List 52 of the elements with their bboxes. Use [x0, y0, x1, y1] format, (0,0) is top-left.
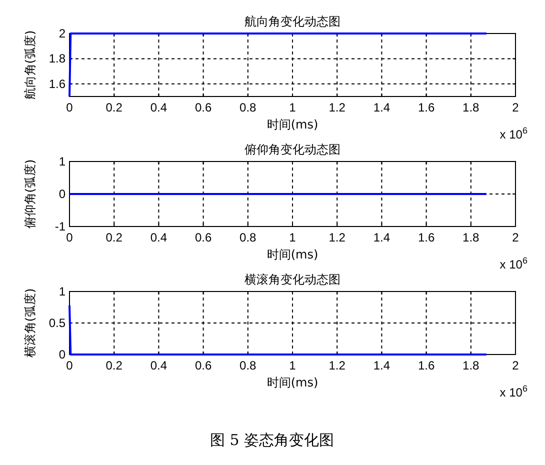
y-tick-label: 1 — [58, 284, 66, 298]
x-tick-label: 1.2 — [328, 230, 346, 244]
x-tick-label: 1.8 — [462, 100, 480, 114]
x-tick-label: 0.8 — [240, 358, 257, 372]
x-tick-label: 0.2 — [106, 230, 123, 244]
x-tick-label: 1.8 — [462, 230, 480, 244]
x-tick-label: 0.4 — [150, 358, 168, 372]
x-tick-label: 0.2 — [106, 100, 123, 114]
y-tick-label: 1 — [58, 154, 66, 168]
x-tick-label: 2 — [512, 100, 520, 114]
text: x 10$^{6}$ — [500, 126, 528, 142]
x-tick-label: 0.4 — [150, 230, 168, 244]
x-tick-label: 1.4 — [373, 100, 390, 114]
x-tick-label: 2 — [512, 358, 520, 372]
x-tick-label: 1.2 — [328, 100, 346, 114]
x-tick-label: 1 — [289, 358, 296, 372]
y-tick-label: 0 — [58, 348, 66, 362]
y-tick-label: -1 — [54, 220, 66, 234]
y-tick-label: 2 — [58, 26, 66, 40]
caption: 图 5 姿态角变化图 — [210, 431, 334, 449]
x-tick-label: 0.6 — [194, 100, 212, 114]
y-tick-label: 0 — [58, 187, 66, 201]
y-tick-label: 0.5 — [48, 316, 66, 330]
x-tick-label: 0.8 — [240, 230, 257, 244]
text: x 10$^{6}$ — [500, 256, 528, 272]
x-tick-label: 0.2 — [106, 358, 123, 372]
chart-title: 航向角变化动态图 — [244, 14, 340, 28]
x-tick-label: 0.6 — [194, 358, 212, 372]
text: x 10$^{6}$ — [500, 384, 528, 400]
x-axis-title: 时间(ms) — [266, 118, 318, 132]
x-tick-label: 1.2 — [328, 358, 346, 372]
x-tick-label: 0.4 — [150, 100, 168, 114]
x-tick-label: 1.8 — [462, 358, 480, 372]
x-tick-label: 1 — [289, 100, 296, 114]
x-tick-label: 1.4 — [373, 230, 390, 244]
x-tick-label: 0.6 — [194, 230, 212, 244]
chart-title: 横滚角变化动态图 — [244, 272, 340, 286]
x-axis-title: 时间(ms) — [266, 248, 318, 262]
x-tick-label: 1.4 — [373, 358, 390, 372]
x-tick-label: 1.6 — [418, 230, 435, 244]
chart-title: 俯仰角变化动态图 — [244, 142, 340, 156]
y-axis-title: 俯仰角(弧度) — [23, 159, 37, 229]
x-tick-label: 2 — [512, 230, 520, 244]
x-tick-label: 1.6 — [418, 358, 435, 372]
x-axis-title: 时间(ms) — [266, 376, 318, 390]
y-axis-title: 横滚角(弧度) — [23, 288, 37, 358]
y-tick-label: 1.6 — [48, 76, 66, 91]
x-tick-label: 1.6 — [418, 100, 435, 114]
y-axis-title: 航向角(弧度) — [23, 30, 37, 100]
x-tick-label: 1 — [289, 230, 296, 244]
x-tick-label: 0.8 — [240, 100, 257, 114]
y-tick-label: 1.8 — [48, 52, 66, 66]
